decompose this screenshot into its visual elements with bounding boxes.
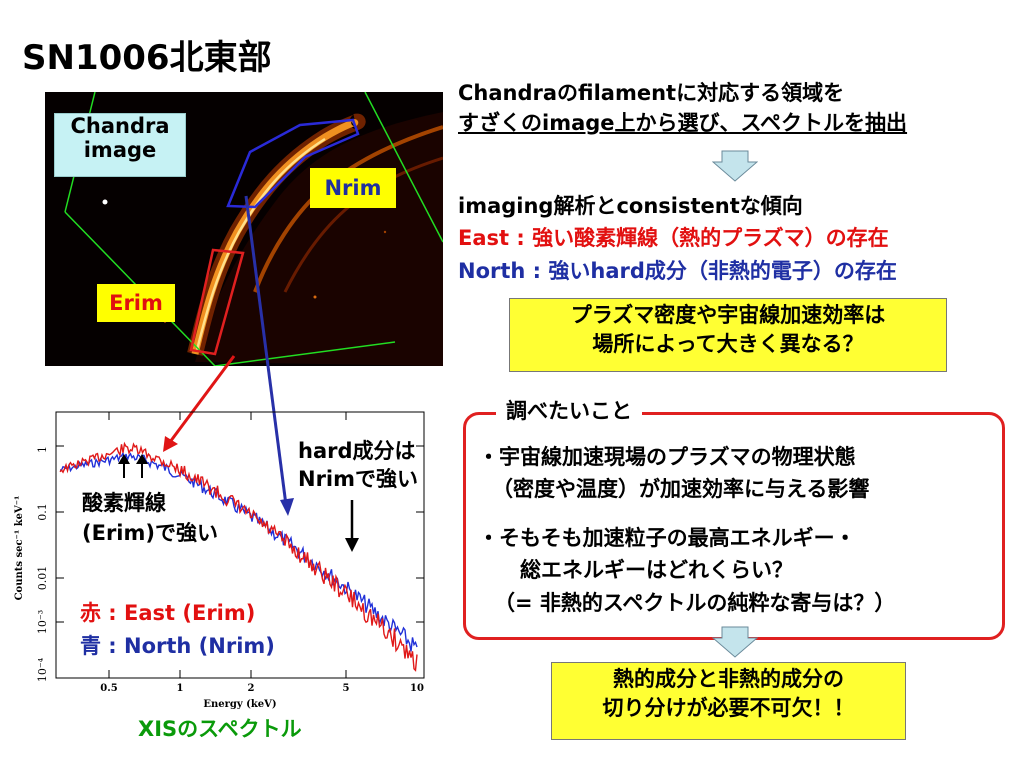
chandra-image bbox=[45, 92, 443, 366]
investigate-item1-line1: ・宇宙線加速現場のプラズマの物理状態 bbox=[478, 445, 856, 469]
spectrum-caption: XISのスペクトル bbox=[138, 717, 302, 741]
investigate-item2-line3: （= 非熱的スペクトルの純粋な寄与は？） bbox=[494, 591, 896, 615]
oxygen-line-arrows bbox=[118, 454, 148, 478]
oxygen-label-line2: (Erim)で強い bbox=[82, 521, 218, 545]
result-east-line: East : 強い酸素輝線（熱的プラズマ）の存在 bbox=[458, 226, 889, 250]
erim-label: Erim bbox=[97, 284, 175, 322]
down-arrow-icon-2 bbox=[712, 626, 758, 658]
page-title: SN1006北東部 bbox=[22, 38, 272, 78]
investigate-item2-line1: ・そもそも加速粒子の最高エネルギー・ bbox=[478, 526, 856, 550]
plot-frame bbox=[55, 411, 425, 679]
result-north-line: North : 強いhard成分（非熱的電子）の存在 bbox=[458, 259, 897, 283]
xtick-label: 5 bbox=[343, 683, 350, 694]
nrim-connector-arrow bbox=[244, 195, 288, 506]
down-arrow-icon bbox=[712, 150, 758, 182]
east-spectrum-line bbox=[59, 441, 418, 672]
x-axis-label: Energy (keV) bbox=[203, 699, 276, 710]
chandra-label-line2: image bbox=[83, 138, 157, 162]
erim-connector-arrow bbox=[168, 355, 236, 443]
chandra-image-label: Chandra image bbox=[54, 113, 186, 177]
conclusion-line2: 切り分けが必要不可欠！！ bbox=[602, 696, 855, 720]
xtick-label: 10 bbox=[410, 683, 424, 694]
investigate-item1-line2: （密度や温度）が加速効率に与える影響 bbox=[492, 477, 870, 501]
ytick-label: 1 bbox=[36, 446, 49, 453]
ytick-label: 10⁻⁴ bbox=[36, 657, 49, 682]
question-box: プラズマ密度や宇宙線加速効率は 場所によって大きく異なる？ bbox=[509, 298, 947, 372]
question-line1: プラズマ密度や宇宙線加速効率は bbox=[570, 303, 886, 327]
xtick-label: 0.5 bbox=[100, 683, 117, 694]
legend-east: 赤 : East (Erim) bbox=[80, 601, 256, 625]
question-line2: 場所によって大きく異なる？ bbox=[592, 332, 864, 356]
xtick-label: 1 bbox=[177, 683, 184, 694]
result-line1: imaging解析とconsistentな傾向 bbox=[458, 194, 803, 218]
oxygen-label-line1: 酸素輝線 bbox=[82, 491, 166, 515]
selection-line1: Chandraのfilamentに対応する領域を bbox=[458, 81, 845, 105]
chandra-label-line1: Chandra bbox=[70, 114, 170, 138]
investigate-item2-line2: 総エネルギーはどれくらい？ bbox=[520, 558, 793, 582]
hard-component-arrow bbox=[345, 500, 359, 552]
ytick-label: 10⁻³ bbox=[36, 610, 49, 634]
hard-label-line2: Nrimで強い bbox=[298, 467, 419, 491]
y-axis-label: Counts sec⁻¹ keV⁻¹ bbox=[14, 496, 25, 601]
investigate-heading: 調べたいこと bbox=[496, 398, 642, 424]
axis-ticks bbox=[56, 412, 424, 678]
ytick-label: 0.1 bbox=[36, 503, 49, 521]
nrim-arrowhead bbox=[280, 498, 294, 516]
conclusion-line1: 熱的成分と非熱的成分の bbox=[613, 667, 844, 691]
spectrum-svg: 1 0.1 0.01 10⁻³ 10⁻⁴ Counts sec⁻¹ keV⁻¹ … bbox=[14, 411, 425, 710]
nrim-label: Nrim bbox=[310, 168, 396, 208]
hard-label-line1: hard成分は bbox=[298, 439, 416, 463]
selection-line2: すざくのimage上から選び、スペクトルを抽出 bbox=[458, 111, 908, 135]
erim-arrowhead bbox=[163, 436, 178, 452]
legend-north: 青 : North (Nrim) bbox=[80, 634, 275, 658]
conclusion-box: 熱的成分と非熱的成分の 切り分けが必要不可欠！！ bbox=[551, 662, 906, 740]
xtick-label: 2 bbox=[248, 683, 255, 694]
xis-spectrum-plot: 1 0.1 0.01 10⁻³ 10⁻⁴ Counts sec⁻¹ keV⁻¹ … bbox=[8, 400, 428, 715]
ytick-label: 0.01 bbox=[36, 566, 49, 591]
